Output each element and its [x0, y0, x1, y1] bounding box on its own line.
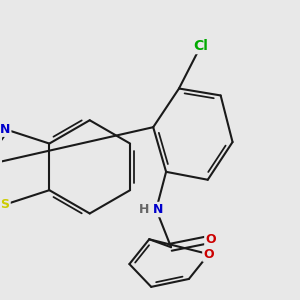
Text: H: H — [139, 203, 149, 216]
Text: S: S — [1, 198, 10, 211]
Text: N: N — [153, 203, 164, 216]
Text: O: O — [203, 248, 214, 261]
Text: N: N — [0, 123, 10, 136]
Text: O: O — [206, 233, 216, 246]
Text: Cl: Cl — [194, 39, 208, 53]
